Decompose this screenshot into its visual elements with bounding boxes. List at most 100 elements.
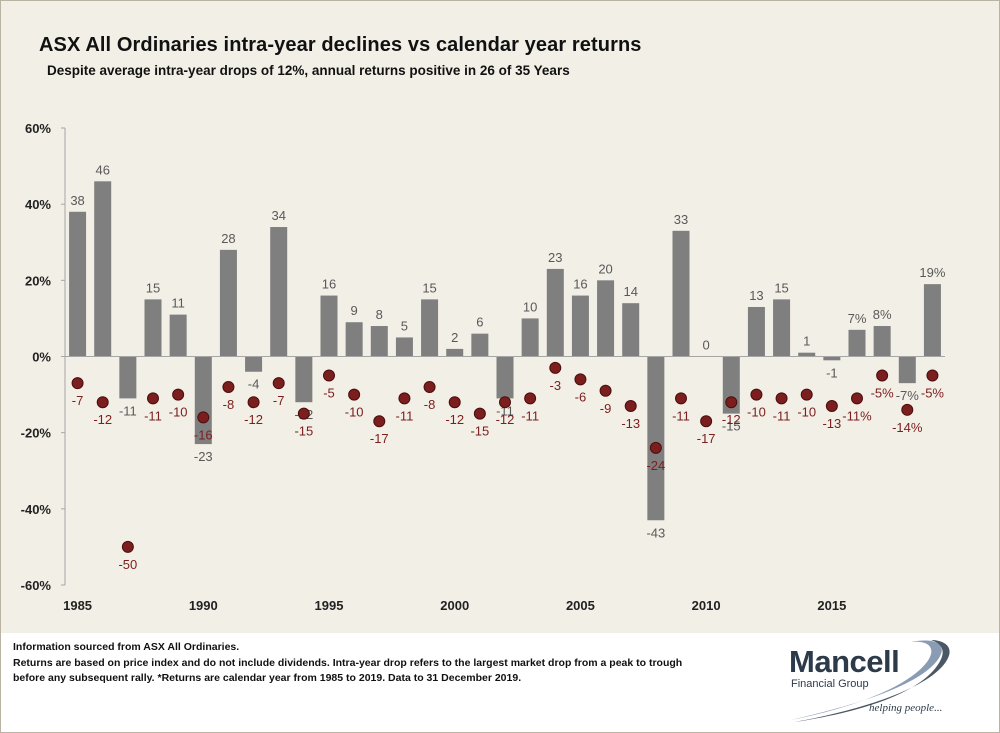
bar [848,329,866,357]
company-logo: Mancell Financial Group helping people..… [771,636,971,726]
intra-year-drop-dot [800,388,813,401]
dot-value-label: -16 [194,427,213,442]
bar [471,333,489,357]
chart-title: ASX All Ordinaries intra-year declines v… [39,34,642,56]
y-tick-label: -40% [21,502,52,517]
bar [521,318,539,357]
intra-year-drop-dot [121,540,134,553]
intra-year-drop-dot [272,377,285,390]
intra-year-drop-dot [599,384,612,397]
intra-year-drop-dot [423,380,436,393]
bar [320,295,338,357]
dot-value-label: -11 [521,408,539,423]
dot-value-label: -14% [892,420,923,435]
bar [69,211,87,357]
bar [169,314,187,357]
intra-year-drop-dot [448,396,461,409]
x-tick-label: 2010 [692,598,721,613]
intra-year-drop-dot [574,373,587,386]
bar-value-label: 10 [523,299,537,314]
bar [295,356,313,403]
bar-value-label: 0 [703,338,710,353]
dot-value-label: -17 [370,431,389,446]
y-tick-label: 60% [25,121,51,136]
bar-value-label: 8% [873,307,892,322]
x-tick-label: 2015 [817,598,846,613]
intra-year-drop-dot [851,392,863,405]
intra-year-drop-dot [926,369,939,382]
bar-value-label: -11 [496,403,514,418]
bar [270,227,288,357]
dot-value-label: -10 [797,405,816,420]
bar [622,303,640,357]
bar-value-label: 16 [573,277,587,292]
bar-value-label: 34 [271,208,285,223]
intra-year-drop-dot [725,396,738,409]
dot-value-label: -3 [550,378,562,393]
intra-year-drop-dot [71,377,84,390]
intra-year-drop-dot [297,407,310,420]
logo-swoosh-icon [791,640,950,722]
bar-value-label: -23 [194,449,213,464]
intra-year-drop-dot [876,369,889,382]
dot-value-label: -5 [323,386,335,401]
intra-year-drop-dot [172,388,185,401]
bar-value-label: 6 [476,315,483,330]
bar-value-label: 38 [70,193,84,208]
bar [395,337,413,357]
bar-value-label: 7% [848,311,867,326]
x-tick-label: 2000 [440,598,469,613]
intra-year-drop-dot [524,392,537,405]
dot-value-label: -24 [646,458,665,473]
dot-value-label: -11 [672,408,690,423]
chart-svg: -60%-40%-20%0%20%40%60%3846-111511-2328-… [21,121,946,613]
dot-value-label: -5% [871,386,895,401]
intra-year-drop-dot [398,392,411,405]
y-tick-label: 40% [25,197,51,212]
bar [798,352,816,357]
dot-value-label: -10 [747,405,766,420]
bar-value-label: 1 [803,334,810,349]
bar-value-label: -11 [119,403,137,418]
dot-value-label: -7 [72,393,84,408]
x-tick-label: 1995 [315,598,344,613]
dot-value-label: -9 [600,401,612,416]
intra-year-drop-dot [348,388,361,401]
dot-value-label: -8 [223,397,235,412]
dot-value-label: -11 [396,408,414,423]
bar-value-label: 15 [146,280,160,295]
dot-value-label: -12 [244,412,263,427]
dot-value-label: -50 [118,557,137,572]
intra-year-drop-dot [700,415,713,428]
dot-value-label: -11 [773,408,791,423]
intra-year-drop-dot [624,400,637,413]
chart-subtitle: Despite average intra-year drops of 12%,… [47,63,570,78]
intra-year-drop-dot [825,400,838,413]
bar-value-label: 46 [95,162,109,177]
bar [823,356,841,361]
dot-value-label: -12 [445,412,464,427]
dot-value-label: -12 [93,412,112,427]
bar [597,280,615,357]
intra-year-drop-dot [323,369,335,382]
bar-value-label: -1 [826,365,838,380]
dot-value-label: -12 [496,412,515,427]
intra-year-drop-dot [675,392,687,405]
bar [446,348,464,357]
bar-value-label: 8 [376,307,383,322]
y-tick-label: 20% [25,273,51,288]
footer-line-1: Information sourced from ASX All Ordinar… [13,641,240,653]
bar [898,356,916,384]
bar [370,326,388,357]
logo-name: Mancell [789,644,900,679]
bar [747,306,765,357]
intra-year-drop-dot [473,407,486,420]
bar-value-label: 11 [171,296,185,311]
bar-value-label: 15 [422,280,436,295]
bar-value-label: 19% [919,265,945,280]
bar [546,268,564,357]
intra-year-drop-dot [96,396,109,409]
bar [144,299,162,357]
dot-value-label: -13 [822,416,841,431]
